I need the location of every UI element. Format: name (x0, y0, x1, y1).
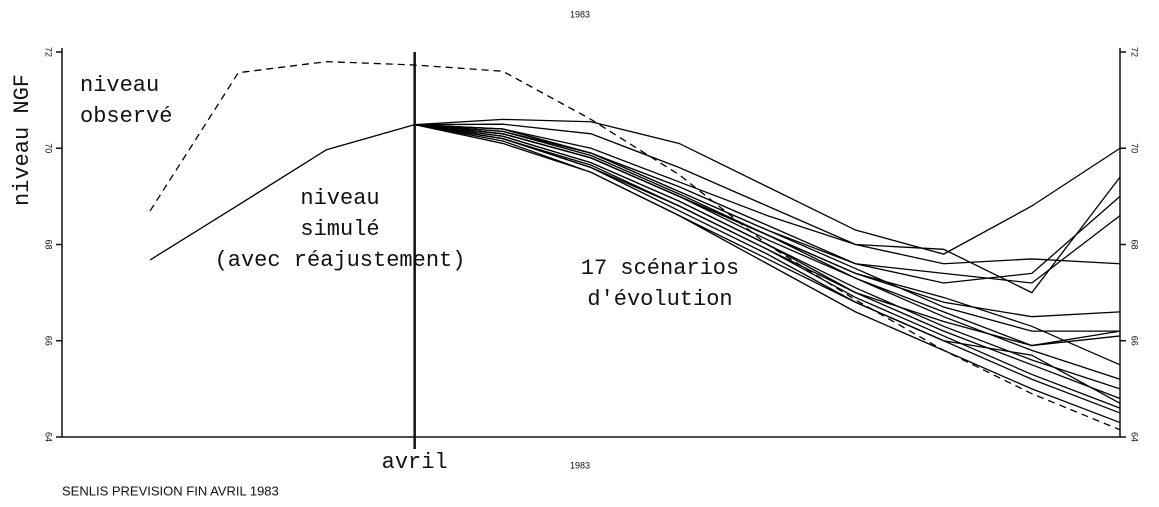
annotation: observé (80, 104, 172, 129)
y-tick-label: 64 (1130, 432, 1140, 442)
annotation: niveau (80, 73, 159, 98)
annotation: (avec réajustement) (215, 248, 466, 273)
series-line (414, 124, 1121, 294)
series-line (149, 124, 415, 261)
y-tick-label: 64 (44, 432, 54, 442)
series-line (414, 124, 1121, 404)
series-line (414, 124, 1120, 332)
x-axis-label: 1983 (570, 460, 590, 470)
series-line (414, 124, 1121, 318)
annotation: d'évolution (587, 287, 732, 312)
chart-title: 1983 (570, 9, 590, 19)
y-axis-label: niveau NGF (10, 74, 35, 206)
y-tick-label: 66 (1130, 336, 1140, 346)
series-line (414, 124, 1121, 414)
series-line (414, 124, 1121, 366)
series-line (414, 124, 1121, 424)
caption: SENLIS PREVISION FIN AVRIL 1983 (62, 483, 279, 498)
series-line (414, 123, 1121, 265)
y-tick-label: 68 (1130, 239, 1140, 249)
series-line (414, 124, 1121, 347)
annotation: 17 scénarios (581, 256, 739, 281)
series-line (414, 124, 1121, 284)
series-line (414, 118, 1121, 255)
annotation: niveau (300, 186, 379, 211)
series-line (149, 60, 1121, 431)
y-tick-label: 72 (44, 47, 54, 57)
series-line (414, 124, 1121, 409)
y-tick-label: 66 (44, 336, 54, 346)
series-line (414, 124, 1121, 390)
y-tick-label: 68 (44, 239, 54, 249)
y-tick-label: 70 (44, 143, 54, 153)
annotation: simulé (300, 217, 379, 242)
y-tick-label: 70 (1130, 143, 1140, 153)
y-tick-label: 72 (1130, 47, 1140, 57)
x-tick-label: avril (382, 450, 448, 475)
series-line (414, 124, 1121, 400)
